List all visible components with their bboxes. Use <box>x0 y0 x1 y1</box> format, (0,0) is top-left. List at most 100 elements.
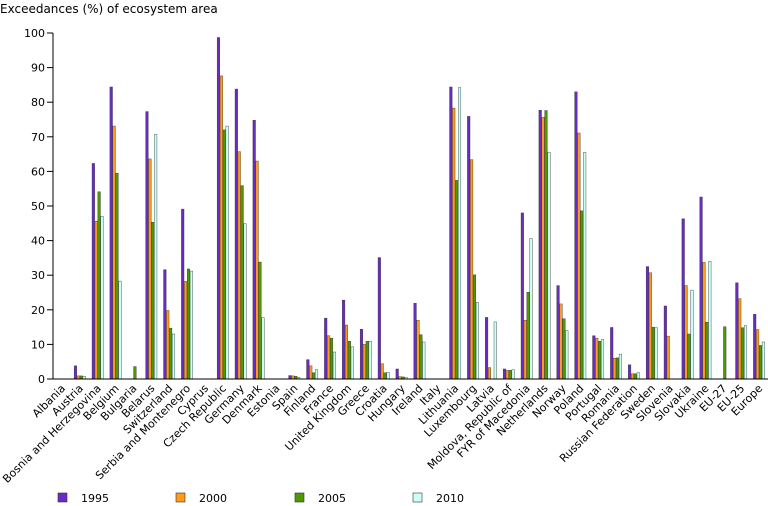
bar-2005 <box>598 341 602 380</box>
bar-2000 <box>577 132 581 380</box>
bar-2005 <box>187 268 191 380</box>
bar-1995 <box>753 314 757 380</box>
legend-swatch-1995 <box>57 492 68 503</box>
bar-2010 <box>744 325 748 380</box>
y-tick-label: 20 <box>31 304 45 317</box>
bar-1995 <box>395 368 399 380</box>
y-tick-label: 10 <box>31 338 45 351</box>
bar-2010 <box>761 341 765 380</box>
y-tick-label: 30 <box>31 269 45 282</box>
legend-label-2000: 2000 <box>199 492 227 505</box>
bar-1995 <box>109 86 113 380</box>
bar-2010 <box>422 341 426 380</box>
bar-2010 <box>529 238 533 380</box>
bar-1995 <box>610 327 614 380</box>
bar-2010 <box>368 341 372 380</box>
bar-2005 <box>330 337 334 380</box>
bar-2000 <box>166 310 170 380</box>
y-tick-label: 40 <box>31 235 45 248</box>
bar-2005 <box>723 326 727 380</box>
axes <box>52 33 768 380</box>
bar-2005 <box>258 261 262 380</box>
bar-2010 <box>493 321 497 380</box>
bar-2010 <box>154 134 158 380</box>
bar-2010 <box>654 327 658 380</box>
bar-2000 <box>237 151 241 380</box>
bar-2000 <box>327 335 331 380</box>
bar-2005 <box>240 185 244 380</box>
bar-2010 <box>100 216 104 380</box>
bar-2005 <box>222 129 226 380</box>
bar-2000 <box>630 373 634 380</box>
bar-2005 <box>97 191 101 380</box>
bar-2000 <box>559 303 563 380</box>
bar-1995 <box>663 305 667 380</box>
legend: 1995 2000 2005 2010 <box>57 492 464 505</box>
bar-2005 <box>455 180 459 380</box>
bar-2005 <box>616 357 620 380</box>
y-axis-label: Exceedances (%) of ecosystem area <box>0 2 218 16</box>
legend-label-2010: 2010 <box>436 492 464 505</box>
bar-2000 <box>738 298 742 380</box>
bar-2010 <box>261 317 265 380</box>
bar-2010 <box>172 333 176 380</box>
bar-2000 <box>148 158 152 380</box>
bar-1995 <box>413 303 417 380</box>
bar-2010 <box>636 372 640 380</box>
bar-2010 <box>708 261 712 380</box>
bar-2000 <box>684 285 688 380</box>
bar-2005 <box>383 372 387 380</box>
bar-2000 <box>595 337 599 380</box>
bar-1995 <box>735 282 739 380</box>
bar-2010 <box>601 339 605 380</box>
legend-label-2005: 2005 <box>318 492 346 505</box>
bar-1995 <box>216 37 220 380</box>
bar-1995 <box>181 208 185 380</box>
bar-2005 <box>347 341 351 380</box>
bar-1995 <box>467 116 471 380</box>
legend-swatch-2005 <box>294 492 305 503</box>
bar-2010 <box>243 223 247 380</box>
bar-2010 <box>475 302 479 380</box>
bar-1995 <box>681 218 685 380</box>
bar-1995 <box>449 86 453 380</box>
bar-2000 <box>255 160 259 380</box>
bar-2005 <box>151 222 155 380</box>
bar-2005 <box>526 291 530 380</box>
bar-2000 <box>666 335 670 380</box>
bar-2010 <box>547 152 551 380</box>
bar-2005 <box>705 322 709 380</box>
y-tick-label: 100 <box>24 27 45 40</box>
bar-2000 <box>613 358 617 380</box>
bar-1995 <box>342 299 346 380</box>
y-tick-label: 50 <box>31 200 45 213</box>
bar-2005 <box>473 274 477 380</box>
bar-2005 <box>580 210 584 380</box>
bar-2005 <box>365 341 369 380</box>
bar-group <box>73 37 765 380</box>
bar-1995 <box>574 91 578 380</box>
bar-1995 <box>592 335 596 380</box>
bar-2010 <box>118 280 122 380</box>
bar-1995 <box>234 88 238 380</box>
bar-2010 <box>618 353 622 380</box>
bar-1995 <box>520 212 524 380</box>
y-axis-ticks: 0 10 20 30 40 50 60 70 80 90 100 <box>24 27 53 386</box>
bar-2010 <box>511 369 515 380</box>
bar-2010 <box>458 87 462 380</box>
y-tick-label: 70 <box>31 131 45 144</box>
bar-2010 <box>225 125 229 380</box>
bar-2010 <box>690 289 694 380</box>
bar-1995 <box>699 196 703 380</box>
bar-2000 <box>648 272 652 380</box>
bar-2000 <box>702 262 706 380</box>
bar-2000 <box>505 370 509 380</box>
bar-2000 <box>219 75 223 380</box>
bar-2000 <box>541 117 545 380</box>
bar-2005 <box>759 345 763 380</box>
legend-label-1995: 1995 <box>81 492 109 505</box>
bar-2005 <box>508 370 512 380</box>
bar-1995 <box>73 365 77 380</box>
bar-2005 <box>133 366 137 380</box>
